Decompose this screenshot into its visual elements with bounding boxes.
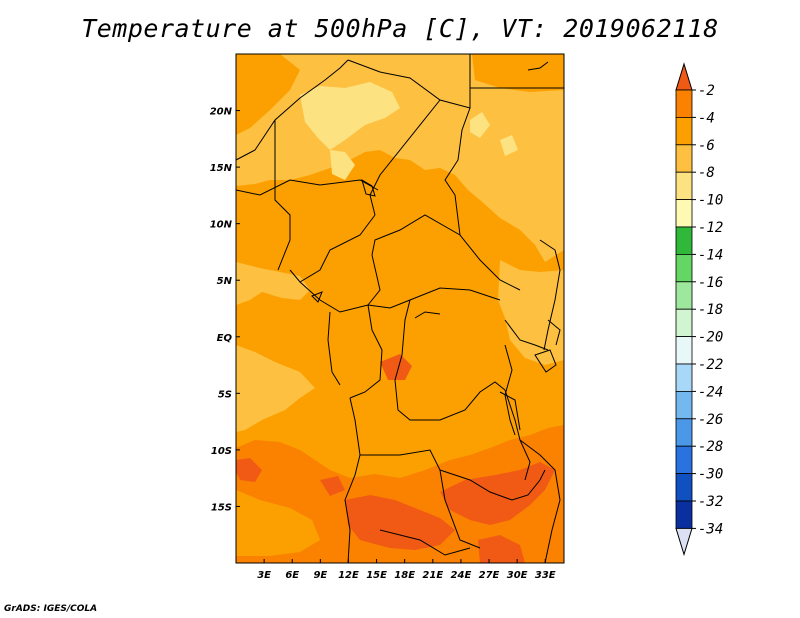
y-tick-label-5N: 5N xyxy=(217,276,233,287)
y-axis: 20N 15N 10N 5N EQ 5S 10S 15S xyxy=(210,107,240,513)
band-minus6-east xyxy=(498,260,564,365)
colorbar-swatch-15 xyxy=(675,500,693,529)
colorbar-label-5: -12 xyxy=(698,220,723,236)
colorbar-swatch-1 xyxy=(675,117,693,146)
colorbar-swatch-8 xyxy=(675,308,693,338)
colorbar-label-16: -34 xyxy=(698,521,723,537)
band-minus2plus-d xyxy=(380,354,412,380)
y-tick-label-5S: 5S xyxy=(218,389,232,400)
colorbar-swatch-5 xyxy=(675,226,693,255)
colorbar-swatch-0 xyxy=(675,89,693,118)
band-minus2plus-c xyxy=(478,535,525,563)
band-minus8-patch-b xyxy=(330,150,355,180)
band-minus2plus-a xyxy=(345,495,455,550)
band-minus6-sw xyxy=(236,345,315,432)
y-tick-label-20N: 20N xyxy=(210,107,233,118)
colorbar-label-15: -32 xyxy=(698,494,723,510)
colorbar-under-triangle xyxy=(675,527,693,557)
map-title: Temperature at 500hPa [C], VT: 201906211… xyxy=(81,14,719,43)
band-minus4-ne xyxy=(472,54,564,92)
colorbar-swatch-12 xyxy=(675,418,693,447)
x-tick-label-12E: 12E xyxy=(338,570,359,581)
band-minus8-patch-d xyxy=(500,135,518,156)
colorbar-swatch-13 xyxy=(675,445,693,475)
colorbar-over-triangle xyxy=(675,62,693,91)
y-tick-label-10S: 10S xyxy=(211,446,232,457)
colorbar-label-14: -30 xyxy=(698,467,723,483)
colorbar-label-9: -20 xyxy=(698,330,723,346)
colorbar-label-7: -16 xyxy=(698,275,723,291)
band-minus6-west xyxy=(236,262,310,305)
y-tick-label-15N: 15N xyxy=(210,163,233,174)
colorbar-label-10: -22 xyxy=(698,357,723,373)
colorbar-label-4: -10 xyxy=(698,193,723,209)
country-borders xyxy=(236,54,564,563)
band-minus2plus-e xyxy=(236,458,262,482)
grads-credit: GrADS: IGES/COLA xyxy=(4,604,98,614)
band-minus2-south xyxy=(236,425,564,563)
x-tick-label-9E: 9E xyxy=(313,570,327,581)
colorbar-swatch-9 xyxy=(675,336,693,365)
colorbar-label-6: -14 xyxy=(698,247,723,263)
colorbar-label-11: -24 xyxy=(698,384,723,400)
y-tick-label-EQ: EQ xyxy=(217,333,233,344)
x-tick-label-21E: 21E xyxy=(422,570,443,581)
colorbar-swatch-4 xyxy=(675,199,693,228)
y-tick-label-15S: 15S xyxy=(211,502,232,513)
band-minus2plus-b xyxy=(440,462,555,525)
band-minus4-south-strip xyxy=(236,490,320,556)
band-minus2plus-f xyxy=(320,476,345,496)
colorbar-label-3: -8 xyxy=(698,165,715,181)
band-minus8-patch-c xyxy=(470,112,490,138)
band-minus8-patch-a xyxy=(300,82,400,150)
colorbar-label-2: -6 xyxy=(698,138,715,154)
colorbar-label-13: -28 xyxy=(698,439,723,455)
x-tick-label-30E: 30E xyxy=(507,570,528,581)
temperature-field xyxy=(236,54,564,563)
colorbar-label-12: -26 xyxy=(698,412,723,428)
map-frame xyxy=(235,53,565,564)
colorbar-swatch-7 xyxy=(675,281,693,310)
colorbar-swatch-6 xyxy=(675,253,693,283)
x-tick-label-6E: 6E xyxy=(285,570,299,581)
x-tick-label-3E: 3E xyxy=(257,570,271,581)
colorbar-swatch-3 xyxy=(675,171,693,200)
colorbar-swatch-14 xyxy=(675,473,693,502)
x-tick-label-24E: 24E xyxy=(451,570,472,581)
colorbar-label-0: -2 xyxy=(698,83,715,99)
y-tick-label-10N: 10N xyxy=(210,220,233,231)
x-tick-label-27E: 27E xyxy=(479,570,500,581)
x-axis: 3E 6E 9E 12E 15E 18E 21E 24E 27E 30E 33E xyxy=(257,559,556,581)
x-tick-label-18E: 18E xyxy=(394,570,415,581)
x-tick-label-33E: 33E xyxy=(535,570,556,581)
band-minus4-nw xyxy=(236,54,300,135)
colorbar-swatch-10 xyxy=(675,363,693,392)
colorbar-label-8: -18 xyxy=(698,302,723,318)
colorbar-label-1: -4 xyxy=(698,110,715,126)
colorbar-swatch-2 xyxy=(675,144,693,173)
colorbar-swatch-11 xyxy=(675,390,693,420)
x-tick-label-15E: 15E xyxy=(366,570,387,581)
colorbar: -2 -4 -6 -8 -10 -12 -14 -16 -18 -20 -22 -24 -26 -28 -3… xyxy=(675,62,723,557)
